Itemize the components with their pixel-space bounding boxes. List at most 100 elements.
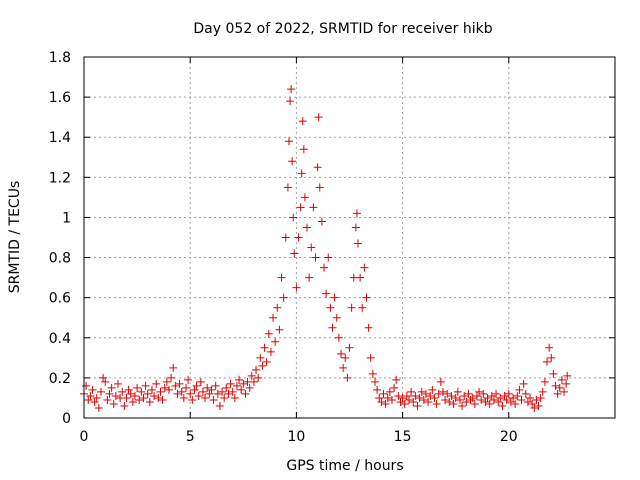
data-point [430, 393, 439, 402]
data-point [494, 397, 503, 406]
data-point [468, 393, 477, 402]
data-point [555, 383, 564, 392]
data-point [523, 397, 532, 406]
data-point [475, 387, 484, 396]
data-point [167, 373, 176, 382]
data-point [409, 397, 418, 406]
data-point [421, 389, 430, 398]
data-point [150, 391, 159, 400]
data-point [169, 363, 178, 372]
y-tick-label: 1.2 [49, 170, 71, 186]
data-point [479, 389, 488, 398]
x-tick-label: 20 [500, 429, 518, 445]
data-point [360, 263, 369, 272]
data-point [445, 397, 454, 406]
data-point [500, 391, 509, 400]
data-points [80, 85, 572, 412]
data-point [190, 385, 199, 394]
data-point [297, 169, 306, 178]
data-point [322, 289, 331, 298]
data-point [143, 389, 152, 398]
data-point [164, 385, 173, 394]
data-point [294, 233, 303, 242]
data-point [120, 401, 129, 410]
data-point [532, 395, 541, 404]
data-point [549, 369, 558, 378]
data-point [230, 393, 239, 402]
data-point [137, 387, 146, 396]
data-point [247, 371, 256, 380]
data-point [232, 381, 241, 390]
data-point [434, 389, 443, 398]
data-point [543, 357, 552, 366]
data-point [536, 393, 545, 402]
data-point [330, 293, 339, 302]
data-point [309, 203, 318, 212]
data-point [283, 183, 292, 192]
data-point [557, 375, 566, 384]
y-tick-label: 0.6 [49, 291, 71, 307]
axis-ticks [83, 56, 615, 419]
data-point [496, 393, 505, 402]
data-point [252, 365, 261, 374]
data-point [107, 383, 116, 392]
data-point [373, 385, 382, 394]
plot-frame [83, 56, 616, 419]
data-point [551, 381, 560, 390]
data-point [415, 393, 424, 402]
data-point [314, 113, 323, 122]
data-point [315, 183, 324, 192]
data-point [352, 209, 361, 218]
data-point [179, 393, 188, 402]
data-point [530, 403, 539, 412]
data-point [226, 379, 235, 388]
data-point [122, 393, 131, 402]
data-point [275, 325, 284, 334]
data-point [284, 137, 293, 146]
data-point [370, 377, 379, 386]
y-axis-label: SRMTID / TECUs [7, 181, 23, 294]
data-point [560, 387, 569, 396]
data-point [458, 401, 467, 410]
data-point [462, 397, 471, 406]
data-point [358, 303, 367, 312]
data-point [332, 313, 341, 322]
data-point [424, 397, 433, 406]
data-point [447, 391, 456, 400]
data-point [113, 379, 122, 388]
data-point [269, 313, 278, 322]
data-point [387, 395, 396, 404]
data-point [464, 389, 473, 398]
data-point [288, 157, 297, 166]
data-point [118, 387, 127, 396]
data-point [351, 223, 360, 232]
data-point [90, 397, 99, 406]
data-point [534, 401, 543, 410]
data-point [498, 401, 507, 410]
data-point [277, 273, 286, 282]
data-point [379, 389, 388, 398]
data-point [126, 389, 135, 398]
data-point [540, 377, 549, 386]
data-point [300, 193, 309, 202]
data-point [201, 393, 210, 402]
data-point [320, 263, 329, 272]
data-point [509, 393, 518, 402]
data-point [432, 399, 441, 408]
y-tick-label: 1.4 [49, 130, 71, 146]
data-point [209, 395, 218, 404]
data-point [492, 389, 501, 398]
data-point [103, 395, 112, 404]
data-point [222, 383, 231, 392]
data-point [345, 343, 354, 352]
data-point [264, 329, 273, 338]
data-point [92, 393, 101, 402]
data-point [296, 203, 305, 212]
data-point [362, 293, 371, 302]
data-point [279, 293, 288, 302]
data-point [466, 395, 475, 404]
data-point [398, 393, 407, 402]
data-point [326, 303, 335, 312]
data-point [88, 385, 97, 394]
